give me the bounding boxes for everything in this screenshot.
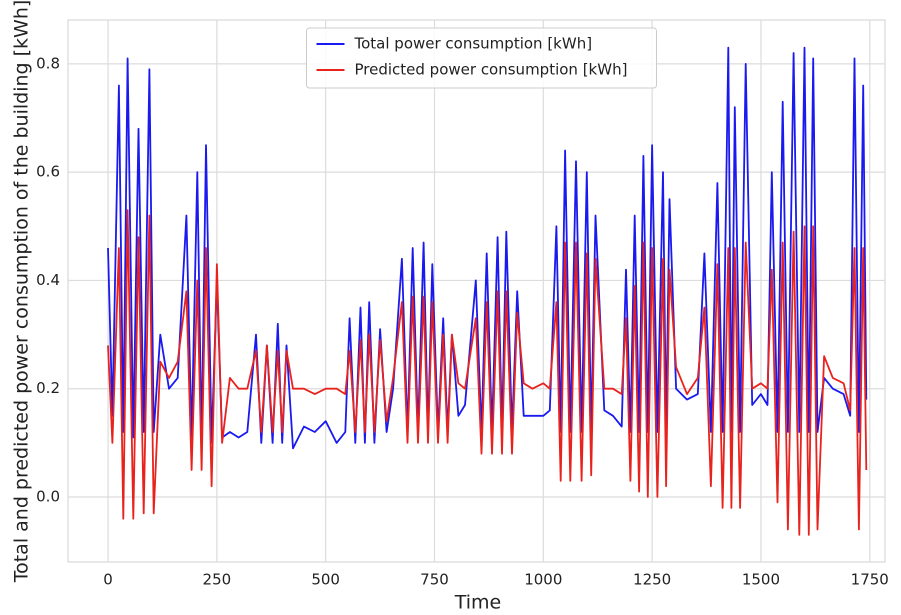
x-tick-label: 1750 — [851, 571, 889, 589]
y-tick-label: 0.2 — [36, 379, 60, 397]
x-tick-label: 500 — [311, 571, 340, 589]
legend-label: Total power consumption [kWh] — [354, 35, 593, 53]
x-tick-label: 750 — [420, 571, 449, 589]
line-series — [107, 209, 868, 536]
x-tick-label: 0 — [103, 571, 113, 589]
x-tick-label: 1500 — [742, 571, 780, 589]
y-axis-label: Total and predicted power consumption of… — [11, 0, 33, 583]
y-tick-label: 0.6 — [36, 163, 60, 181]
x-tick-label: 1000 — [524, 571, 562, 589]
y-tick-label: 0.8 — [36, 54, 60, 72]
x-tick-label: 250 — [203, 571, 232, 589]
line-series — [107, 46, 868, 450]
legend-label: Predicted power consumption [kWh] — [355, 61, 628, 79]
y-tick-label: 0.0 — [36, 488, 60, 506]
x-tick-label: 1250 — [633, 571, 671, 589]
x-axis-label: Time — [454, 592, 502, 614]
y-tick-label: 0.4 — [36, 271, 60, 289]
legend-box — [306, 27, 657, 89]
legend: Total power consumption [kWh] Predicted p… — [306, 27, 657, 89]
